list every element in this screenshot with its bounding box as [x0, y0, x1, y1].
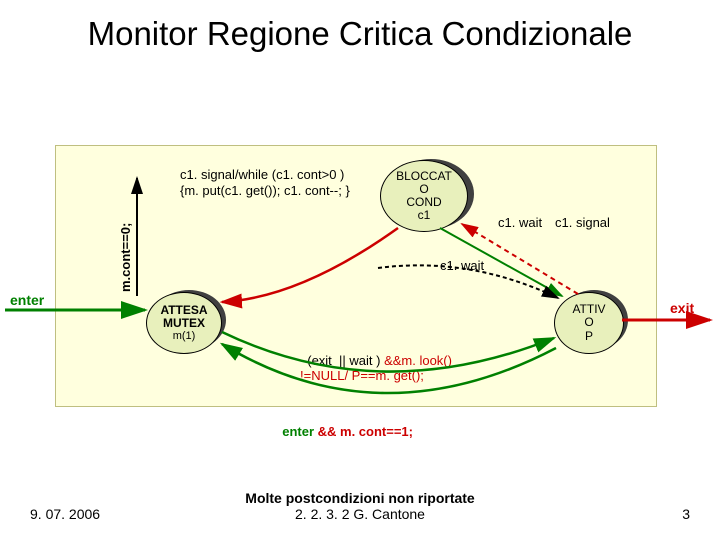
attesa-l2: MUTEX	[163, 317, 205, 330]
c1-wait-top: c1. wait	[498, 215, 542, 231]
footer-mid-bold: Molte postcondizioni non riportate	[245, 490, 474, 506]
cond-prefix: (exit || wait )	[307, 353, 384, 368]
mcont-label: m.cont==0;	[118, 223, 134, 292]
attivo-l2: O	[584, 316, 593, 329]
bloccato-ellipse: BLOCCAT O COND c1	[380, 160, 468, 232]
cond-line2: !=NULL/ P==m. get();	[300, 368, 424, 383]
enter-cond-rest: && m. cont==1;	[318, 424, 413, 439]
cond-suffix1: &&m. look()	[384, 353, 452, 368]
c1-signal-top: c1. signal	[555, 215, 610, 231]
c1-wait-mid: c1. wait	[440, 258, 484, 274]
footer-mid-rest: 2. 2. 3. 2 G. Cantone	[295, 506, 425, 522]
footer-mid: Molte postcondizioni non riportate 2. 2.…	[0, 491, 720, 522]
enter-cond-prefix: enter	[282, 424, 317, 439]
attesa-l3: m(1)	[173, 330, 196, 342]
attivo-ellipse: ATTIV O P	[554, 292, 624, 354]
enter-cond-text: enter && m. cont==1;	[275, 408, 413, 439]
bloccato-l4: c1	[418, 209, 431, 222]
attesa-ellipse: ATTESA MUTEX m(1)	[146, 292, 222, 354]
slide-title: Monitor Regione Critica Condizionale	[0, 15, 720, 53]
enter-label: enter	[10, 292, 44, 309]
exit-label: exit	[670, 300, 694, 317]
signal-while-text: c1. signal/while (c1. cont>0 ) {m. put(c…	[180, 167, 350, 198]
cond-down-text: (exit || wait ) &&m. look() !=NULL/ P==m…	[300, 337, 452, 384]
bloccato-l1: BLOCCAT	[396, 170, 452, 183]
attesa-l1: ATTESA	[160, 304, 207, 317]
attivo-l3: P	[585, 330, 593, 343]
footer-page: 3	[682, 506, 690, 522]
